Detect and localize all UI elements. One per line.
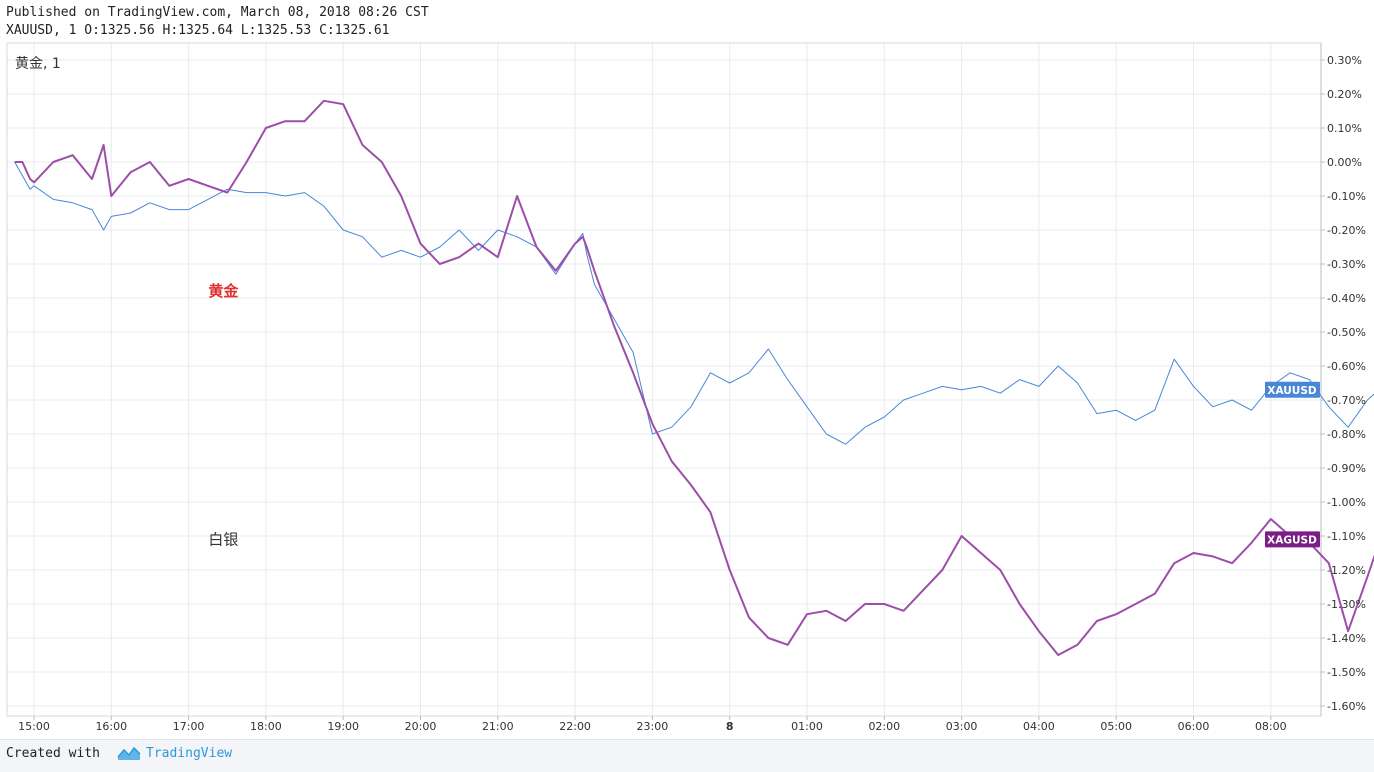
chart-grid — [7, 43, 1321, 716]
x-tick-label: 18:00 — [250, 720, 282, 733]
y-tick-label: -0.30% — [1327, 258, 1366, 271]
x-tick-label: 03:00 — [946, 720, 978, 733]
y-tick-label: -0.10% — [1327, 190, 1366, 203]
x-tick-label: 05:00 — [1100, 720, 1132, 733]
created-with-text: Created with — [6, 746, 100, 761]
x-tick-label: 17:00 — [173, 720, 205, 733]
series-annotation: 白银 — [208, 530, 238, 548]
y-tick-label: 0.20% — [1327, 88, 1362, 101]
x-tick-label: 04:00 — [1023, 720, 1055, 733]
y-tick-label: -0.40% — [1327, 292, 1366, 305]
y-tick-label: -0.50% — [1327, 326, 1366, 339]
publish-info: Published on TradingView.com, March 08, … — [6, 5, 429, 20]
x-tick-label: 20:00 — [405, 720, 437, 733]
footer: Created with TradingView — [0, 739, 1374, 772]
y-tick-label: -1.60% — [1327, 700, 1366, 713]
x-tick-label: 02:00 — [868, 720, 900, 733]
x-tick-label: 21:00 — [482, 720, 514, 733]
series-layer — [14, 99, 1374, 656]
x-tick-label: 8 — [726, 720, 734, 733]
y-tick-label: -1.10% — [1327, 530, 1366, 543]
tradingview-logo-icon — [117, 746, 141, 760]
y-tick-label: -1.40% — [1327, 632, 1366, 645]
y-tick-label: -1.20% — [1327, 564, 1366, 577]
xauusd-line — [14, 161, 1374, 445]
xagusd-line — [14, 99, 1374, 656]
y-tick-label: 0.10% — [1327, 122, 1362, 135]
x-tick-label: 19:00 — [327, 720, 359, 733]
y-tick-label: -1.30% — [1327, 598, 1366, 611]
y-tick-label: -0.60% — [1327, 360, 1366, 373]
xagusd-badge-label: XAGUSD — [1267, 534, 1317, 546]
xauusd-badge — [1265, 381, 1320, 398]
chart-header: Published on TradingView.com, March 08, … — [6, 4, 429, 40]
x-tick-label: 22:00 — [559, 720, 591, 733]
y-tick-label: 0.30% — [1327, 54, 1362, 67]
y-tick-label: -0.70% — [1327, 394, 1366, 407]
xauusd-badge-label: XAUUSD — [1267, 385, 1317, 397]
xagusd-badge — [1265, 531, 1320, 548]
tradingview-link[interactable]: TradingView — [146, 746, 233, 761]
x-tick-label: 08:00 — [1255, 720, 1287, 733]
last-value-badges: XAUUSD XAGUSD — [1265, 381, 1320, 548]
price-axis: 0.30% 0.20% 0.10% 0.00% -0.10% -0.20% -0.30% -0… — [1321, 54, 1366, 713]
y-tick-label: -1.00% — [1327, 496, 1366, 509]
series-annotation: 黄金 — [208, 282, 239, 300]
x-tick-label: 15:00 — [18, 720, 50, 733]
plot-border — [6, 42, 1322, 717]
x-tick-label: 01:00 — [791, 720, 823, 733]
y-tick-label: -0.90% — [1327, 462, 1366, 475]
pane-label: 黄金, 1 — [15, 55, 61, 72]
time-axis: 15:00 16:00 17:00 18:00 19:00 20:00 21:00 22:00… — [18, 716, 1287, 733]
x-tick-label: 06:00 — [1178, 720, 1210, 733]
x-tick-label: 16:00 — [95, 720, 127, 733]
y-tick-label: -1.50% — [1327, 666, 1366, 679]
ohlc-readout: XAUUSD, 1 O:1325.56 H:1325.64 L:1325.53 … — [6, 23, 390, 38]
y-tick-label: 0.00% — [1327, 156, 1362, 169]
y-tick-label: -0.80% — [1327, 428, 1366, 441]
y-tick-label: -0.20% — [1327, 224, 1366, 237]
x-tick-label: 23:00 — [637, 720, 669, 733]
